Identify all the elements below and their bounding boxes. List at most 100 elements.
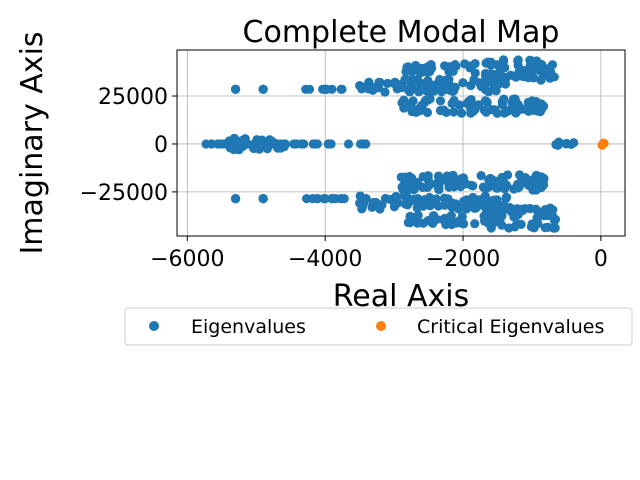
eigenvalue-point xyxy=(428,211,439,221)
eigenvalue-point xyxy=(435,74,445,85)
eigenvalue-point xyxy=(252,136,262,146)
eigenvalue-point xyxy=(458,78,468,88)
x-tick-label: −4000 xyxy=(288,247,362,272)
eigenvalue-point xyxy=(476,171,486,181)
eigenvalue-point xyxy=(422,182,432,192)
eigenvalue-point xyxy=(545,203,555,213)
eigenvalue-point xyxy=(258,194,268,204)
x-tick-label: −2000 xyxy=(426,247,500,272)
eigenvalue-point xyxy=(423,171,433,181)
eigenvalue-point xyxy=(548,211,558,221)
eigenvalue-point xyxy=(547,60,558,70)
legend-label-eigenvalues: Eigenvalues xyxy=(191,316,306,338)
eigenvalue-point xyxy=(413,210,423,221)
legend-marker-critical-eigenvalues xyxy=(376,321,386,331)
eigenvalue-point xyxy=(456,108,467,118)
eigenvalue-point xyxy=(493,69,503,79)
eigenvalue-point xyxy=(440,61,450,71)
y-tick-label: −25000 xyxy=(80,181,168,206)
eigenvalue-point xyxy=(389,202,399,212)
eigenvalue-point xyxy=(357,84,367,94)
eigenvalue-point xyxy=(447,202,457,213)
eigenvalue-point xyxy=(426,198,436,208)
eigenvalue-point xyxy=(355,139,366,149)
eigenvalue-point xyxy=(516,71,527,81)
eigenvalue-point xyxy=(440,213,450,223)
eigenvalue-point xyxy=(514,170,525,180)
eigenvalue-point xyxy=(492,108,502,118)
eigenvalue-point xyxy=(405,83,415,93)
eigenvalue-point xyxy=(312,139,322,149)
eigenvalue-point xyxy=(374,200,384,210)
eigenvalue-point xyxy=(532,219,543,229)
x-tick-label: −6000 xyxy=(150,247,224,272)
eigenvalue-point xyxy=(447,178,457,188)
eigenvalue-point xyxy=(523,73,534,83)
eigenvalue-point xyxy=(486,223,496,233)
eigenvalue-point xyxy=(230,194,241,204)
eigenvalue-point xyxy=(426,60,436,70)
eigenvalue-point xyxy=(304,84,315,94)
eigenvalue-point xyxy=(422,107,433,118)
plot-area-frame xyxy=(176,49,626,237)
eigenvalue-point xyxy=(327,84,337,94)
eigenvalue-point xyxy=(569,138,579,148)
eigenvalue-point xyxy=(382,78,393,88)
eigenvalue-point xyxy=(481,194,491,204)
eigenvalue-point xyxy=(368,82,378,93)
eigenvalue-point xyxy=(380,87,390,97)
eigenvalue-point xyxy=(513,55,523,65)
eigenvalue-point xyxy=(413,104,423,114)
eigenvalue-point xyxy=(405,218,415,228)
eigenvalue-point xyxy=(462,98,472,109)
chart-title: Complete Modal Map xyxy=(243,15,560,50)
legend: Eigenvalues Critical Eigenvalues xyxy=(124,307,633,346)
eigenvalue-point xyxy=(445,85,455,95)
eigenvalue-point xyxy=(224,136,234,146)
eigenvalue-point xyxy=(413,201,424,211)
eigenvalue-point xyxy=(411,60,421,71)
eigenvalue-point xyxy=(343,139,354,149)
eigenvalue-point xyxy=(550,223,560,233)
eigenvalue-point xyxy=(499,178,509,188)
eigenvalue-point xyxy=(531,185,541,195)
eigenvalue-point xyxy=(433,171,444,181)
eigenvalue-point xyxy=(536,75,546,85)
y-axis-title: Imaginary Axis xyxy=(15,31,50,254)
y-tick-label: 25000 xyxy=(98,85,168,110)
eigenvalue-point xyxy=(523,180,534,190)
eigenvalue-point xyxy=(498,55,509,65)
eigenvalue-point xyxy=(327,194,338,204)
eigenvalue-point xyxy=(396,172,406,182)
eigenvalue-point xyxy=(273,143,283,153)
eigenvalue-point xyxy=(412,218,423,228)
eigenvalue-point xyxy=(405,175,415,185)
eigenvalue-point xyxy=(499,94,509,104)
eigenvalue-point xyxy=(265,135,275,145)
eigenvalue-point xyxy=(536,172,546,182)
eigenvalue-point xyxy=(489,82,499,93)
eigenvalue-point xyxy=(504,205,514,215)
eigenvalue-point xyxy=(425,94,435,104)
eigenvalue-point xyxy=(545,68,555,78)
eigenvalue-point xyxy=(299,139,309,149)
eigenvalue-point xyxy=(361,193,371,204)
eigenvalue-point xyxy=(492,177,502,187)
eigenvalue-point xyxy=(234,145,244,155)
eigenvalue-point xyxy=(523,97,533,107)
eigenvalue-point xyxy=(413,177,423,188)
legend-label-critical-eigenvalues: Critical Eigenvalues xyxy=(417,316,604,338)
eigenvalue-point xyxy=(216,139,227,149)
eigenvalue-point xyxy=(466,107,476,117)
eigenvalue-point xyxy=(447,98,457,109)
eigenvalue-point xyxy=(380,193,391,204)
eigenvalue-point xyxy=(459,219,469,229)
eigenvalue-point xyxy=(461,179,471,189)
legend-marker-eigenvalues xyxy=(149,321,159,331)
eigenvalue-point xyxy=(339,194,349,204)
eigenvalue-point xyxy=(428,218,438,228)
eigenvalue-point xyxy=(258,84,268,94)
eigenvalue-point xyxy=(262,144,272,154)
eigenvalue-point xyxy=(469,75,479,85)
